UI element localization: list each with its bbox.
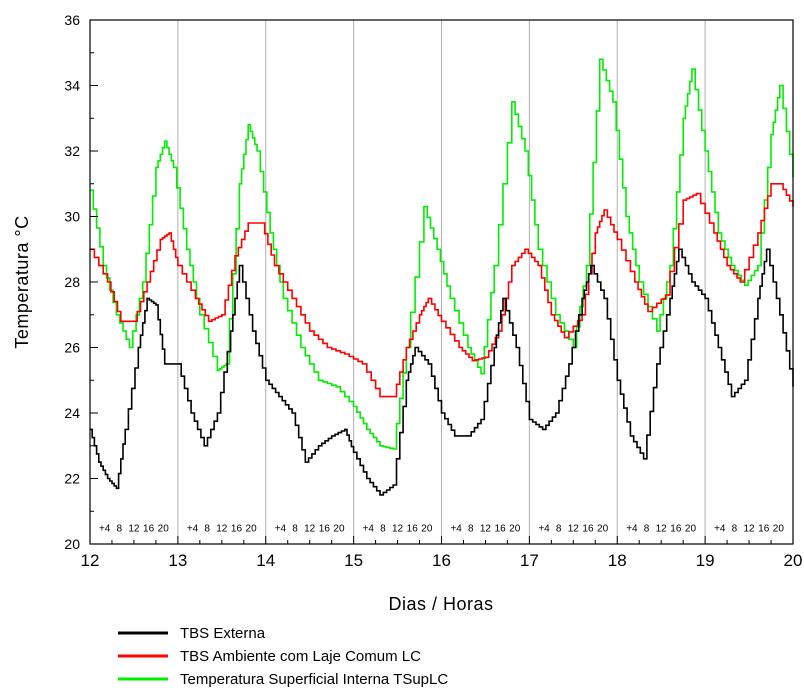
hour-label: +4 (450, 524, 462, 535)
hour-label: 16 (231, 524, 243, 535)
legend: TBS Externa TBS Ambiente com Laje Comum L… (118, 625, 448, 688)
legend-label: TBS Ambiente com Laje Comum LC (180, 648, 421, 665)
y-tick-label: 26 (64, 340, 80, 356)
hour-label: 16 (319, 524, 331, 535)
y-tick-label: 34 (64, 78, 80, 94)
hour-label: +4 (99, 524, 111, 535)
hour-label: +4 (714, 524, 726, 535)
hour-label: 12 (392, 524, 404, 535)
hour-label: 16 (670, 524, 682, 535)
legend-label: Temperatura Superficial Interna TSupLC (180, 671, 448, 688)
y-tick-label: 24 (64, 405, 80, 421)
hour-label: 16 (407, 524, 419, 535)
x-tick-label: 12 (81, 551, 100, 570)
y-tick-label: 32 (64, 143, 80, 159)
hour-label: 16 (143, 524, 155, 535)
x-tick-label: 13 (168, 551, 187, 570)
hour-label: 20 (246, 524, 258, 535)
y-tick-label: 22 (64, 471, 80, 487)
x-tick-label: 17 (520, 551, 539, 570)
x-tick-label: 19 (696, 551, 715, 570)
hour-label: 20 (333, 524, 345, 535)
legend-label: TBS Externa (180, 625, 266, 642)
hour-label: +4 (187, 524, 199, 535)
x-tick-label: 20 (784, 551, 803, 570)
hour-label: 8 (468, 524, 474, 535)
hour-label: 8 (292, 524, 298, 535)
series-line-2 (90, 58, 794, 450)
hour-label: 8 (117, 524, 123, 535)
hour-label: +4 (626, 524, 638, 535)
hour-labels: +4 8 12 16 20 +4 8 12 16 20 +4 8 12 16 20 +4 8 12 16 20 +4 8 1… (99, 524, 784, 535)
series-line-1 (90, 183, 794, 398)
hour-label: 8 (556, 524, 562, 535)
hour-label: 16 (495, 524, 507, 535)
hour-label: +4 (363, 524, 375, 535)
x-tick-label: 14 (256, 551, 275, 570)
hour-label: 12 (568, 524, 580, 535)
hour-label: 20 (685, 524, 697, 535)
axis-ticks: 12 13 14 15 16 17 18 19 20 20 22 24 26 28 30 32 34 36 (64, 12, 802, 570)
hour-label: 20 (158, 524, 170, 535)
hour-label: 20 (773, 524, 785, 535)
hour-label: 20 (421, 524, 433, 535)
hour-label: 12 (744, 524, 756, 535)
y-tick-label: 20 (64, 536, 80, 552)
hour-label: 12 (480, 524, 492, 535)
hour-label: 20 (509, 524, 521, 535)
y-tick-label: 30 (64, 209, 80, 225)
hour-label: 8 (204, 524, 210, 535)
hour-label: 20 (597, 524, 609, 535)
hour-label: 12 (128, 524, 140, 535)
x-tick-label: 15 (344, 551, 363, 570)
x-tick-label: 18 (608, 551, 627, 570)
y-tick-label: 28 (64, 274, 80, 290)
hour-label: 16 (582, 524, 594, 535)
y-axis-title: Temperatura °C (12, 215, 32, 348)
y-tick-label: 36 (64, 12, 80, 28)
hour-label: 8 (732, 524, 738, 535)
series-lines (90, 58, 794, 496)
hour-label: +4 (275, 524, 287, 535)
hour-label: 16 (758, 524, 770, 535)
x-tick-label: 16 (432, 551, 451, 570)
hour-label: 12 (656, 524, 668, 535)
x-axis-title: Dias / Horas (388, 594, 493, 614)
hour-label: 8 (644, 524, 650, 535)
hour-label: 12 (304, 524, 316, 535)
series-line-0 (90, 248, 794, 496)
hour-label: +4 (538, 524, 550, 535)
hour-label: 8 (380, 524, 386, 535)
hour-label: 12 (216, 524, 228, 535)
